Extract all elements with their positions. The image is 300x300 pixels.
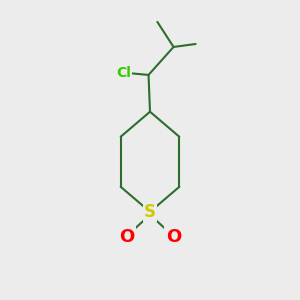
Text: O: O: [119, 228, 134, 246]
Text: S: S: [144, 203, 156, 221]
Text: O: O: [166, 228, 181, 246]
Text: Cl: Cl: [116, 66, 131, 80]
